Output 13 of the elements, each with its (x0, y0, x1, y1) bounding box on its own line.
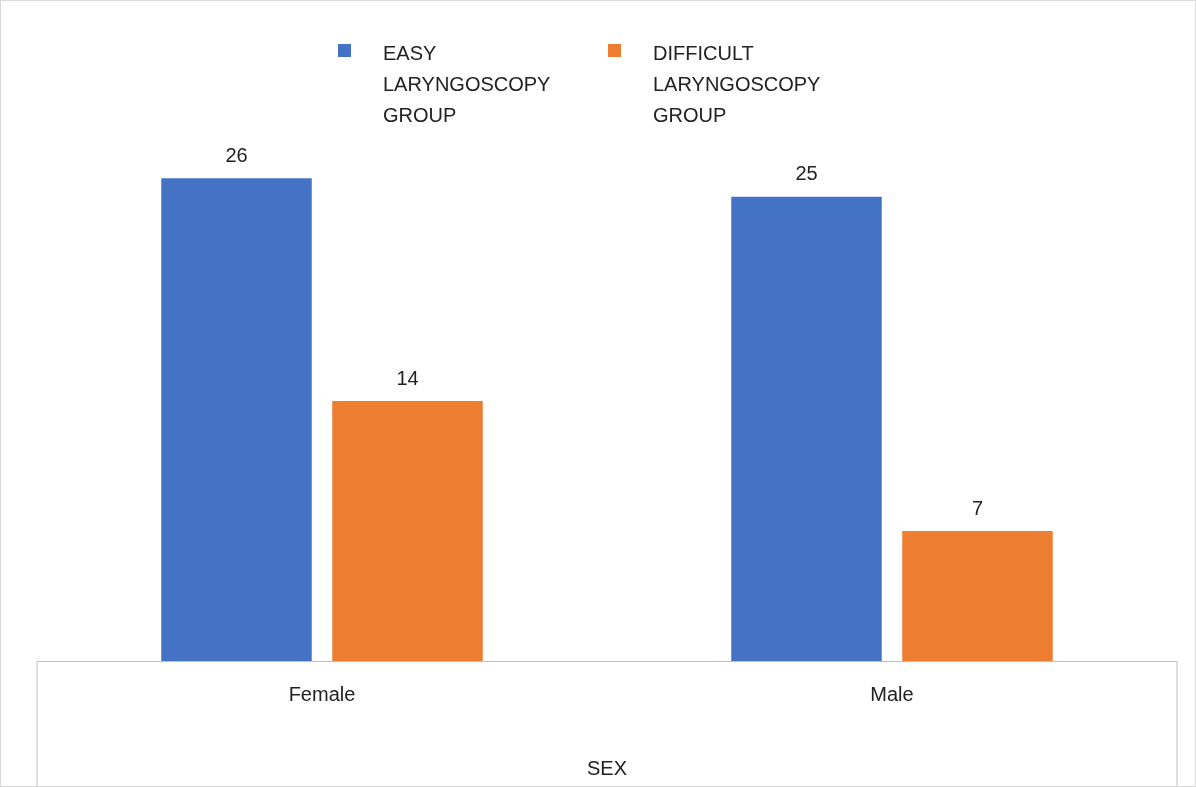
legend-label: EASY LARYNGOSCOPY GROUP (383, 41, 552, 128)
x-tick-label: Male (870, 682, 914, 705)
x-tick-label: Female (288, 682, 356, 705)
data-label: 14 (396, 366, 419, 389)
data-label: 26 (225, 143, 248, 166)
bar (161, 178, 312, 661)
bar (902, 531, 1053, 661)
bar (731, 196, 882, 661)
x-axis-title: SEX (586, 756, 628, 779)
data-label: 25 (795, 162, 818, 185)
data-label: 7 (971, 496, 984, 519)
bar (332, 401, 483, 661)
legend-label: DIFFICULT LARYNGOSCOPY GROUP (653, 41, 822, 128)
